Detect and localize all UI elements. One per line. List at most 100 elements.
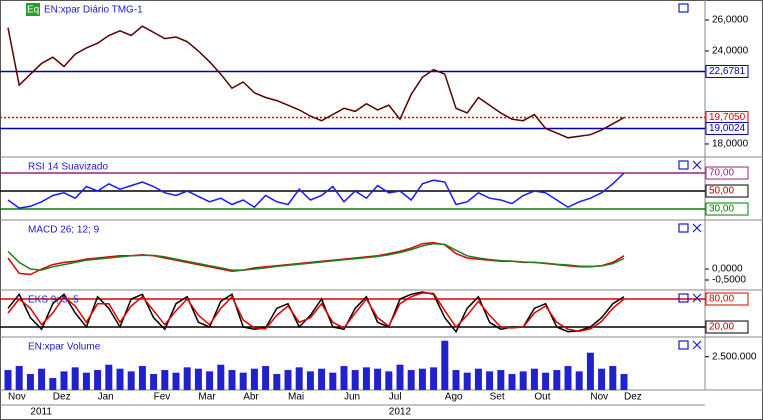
level-label: 20,00 [709, 322, 734, 333]
maximize-icon[interactable] [678, 293, 689, 303]
level-label-box [705, 320, 749, 334]
volume-bar [508, 374, 516, 390]
volume-bar [564, 366, 572, 390]
volume-bar [273, 374, 281, 390]
volume-bar [418, 368, 426, 390]
volume-bar [385, 371, 393, 390]
volume-bar [250, 368, 258, 390]
volume-bar [217, 364, 225, 390]
y-tick-label: 18,0000 [712, 139, 749, 150]
volume-bar [183, 367, 191, 390]
volume-bar [71, 367, 79, 390]
x-tick-label: Set [490, 392, 505, 403]
volume-bar [94, 370, 102, 390]
x-tick-label: Abr [243, 392, 259, 403]
volume-bar [105, 364, 113, 390]
maximize-icon[interactable] [678, 3, 689, 13]
volume-bar [542, 372, 550, 390]
maximize-icon[interactable] [678, 223, 689, 233]
volume-bar [340, 366, 348, 390]
volume-bar [49, 378, 57, 390]
volume-bar [441, 340, 449, 390]
volume-bar [519, 371, 527, 390]
close-icon[interactable] [692, 340, 702, 350]
panel-title: MACD 26; 12; 9 [28, 225, 100, 236]
volume-bar [351, 370, 359, 390]
volume-bar [127, 371, 135, 390]
volume-bar [474, 368, 482, 390]
volume-bar [374, 368, 382, 390]
volume-bar [553, 370, 561, 390]
volume-bar [497, 370, 505, 390]
volume-bar [362, 367, 370, 390]
level-label: 70,00 [709, 168, 734, 179]
y-tick-label: -0,5000 [712, 275, 746, 286]
volume-bar [150, 374, 158, 390]
badge: Eq [27, 5, 39, 16]
volume-bar [586, 352, 594, 390]
level-label-box [705, 184, 749, 198]
x-tick-label: Nov [8, 392, 26, 403]
panel-title: RSI 14 Suavizado [28, 162, 108, 173]
volume-bar [620, 374, 628, 390]
x-tick-label: Nov [590, 392, 608, 403]
panel-title: EN:xpar Volume [28, 342, 101, 353]
x-tick-label: Out [534, 392, 550, 403]
close-icon[interactable] [692, 223, 702, 233]
maximize-icon[interactable] [678, 160, 689, 170]
y-tick-label: 26,0000 [712, 15, 749, 26]
panel-title: EN:xpar Diário TMG-1 [44, 5, 143, 16]
year-label: 2011 [30, 407, 52, 418]
level-label-box [705, 292, 749, 306]
volume-bar [598, 368, 606, 390]
x-tick-label: Jan [98, 392, 114, 403]
volume-bar [228, 370, 236, 390]
volume-bar [396, 364, 404, 390]
y-tick-label: 0,0000 [712, 264, 743, 275]
level-label: 22,6781 [709, 66, 746, 77]
level-label: 50,00 [709, 186, 734, 197]
volume-bar [82, 372, 90, 390]
volume-bar [60, 371, 68, 390]
series-line [7, 25, 625, 139]
volume-bar [4, 370, 12, 390]
volume-bar [318, 368, 326, 390]
x-tick-label: Jul [389, 392, 402, 403]
series-line [7, 172, 625, 209]
volume-bar [452, 370, 460, 390]
level-label-box [705, 166, 749, 180]
volume-bar [295, 367, 303, 390]
level-label-box [705, 64, 749, 78]
volume-bar [206, 371, 214, 390]
maximize-icon[interactable] [678, 340, 689, 350]
volume-bar [430, 367, 438, 390]
close-icon[interactable] [692, 160, 702, 170]
volume-bar [194, 368, 202, 390]
level-label: 19,0024 [709, 123, 746, 134]
volume-bar [15, 366, 23, 390]
x-tick-label: Mai [288, 392, 304, 403]
volume-bar [306, 371, 314, 390]
volume-bar [262, 366, 270, 390]
volume-bar [138, 366, 146, 390]
level-label-box [705, 202, 749, 216]
y-tick-label: 2.500.000 [712, 351, 757, 362]
x-tick-label: Dez [53, 392, 71, 403]
x-tick-label: Mar [198, 392, 216, 403]
level-label: 30,00 [709, 204, 734, 215]
level-label-box [705, 121, 749, 135]
volume-bar [486, 371, 494, 390]
volume-bar [172, 372, 180, 390]
volume-bar [463, 372, 471, 390]
level-label: 19,7050 [709, 112, 746, 123]
x-tick-label: Fev [154, 392, 171, 403]
level-label: 80,00 [709, 294, 734, 305]
volume-bar [329, 372, 337, 390]
close-icon[interactable] [692, 293, 702, 303]
x-tick-label: Ago [445, 392, 463, 403]
panel-title: EKS 9; 5; 5 [28, 295, 79, 306]
volume-bar [116, 368, 124, 390]
y-tick-label: 24,0000 [712, 46, 749, 57]
